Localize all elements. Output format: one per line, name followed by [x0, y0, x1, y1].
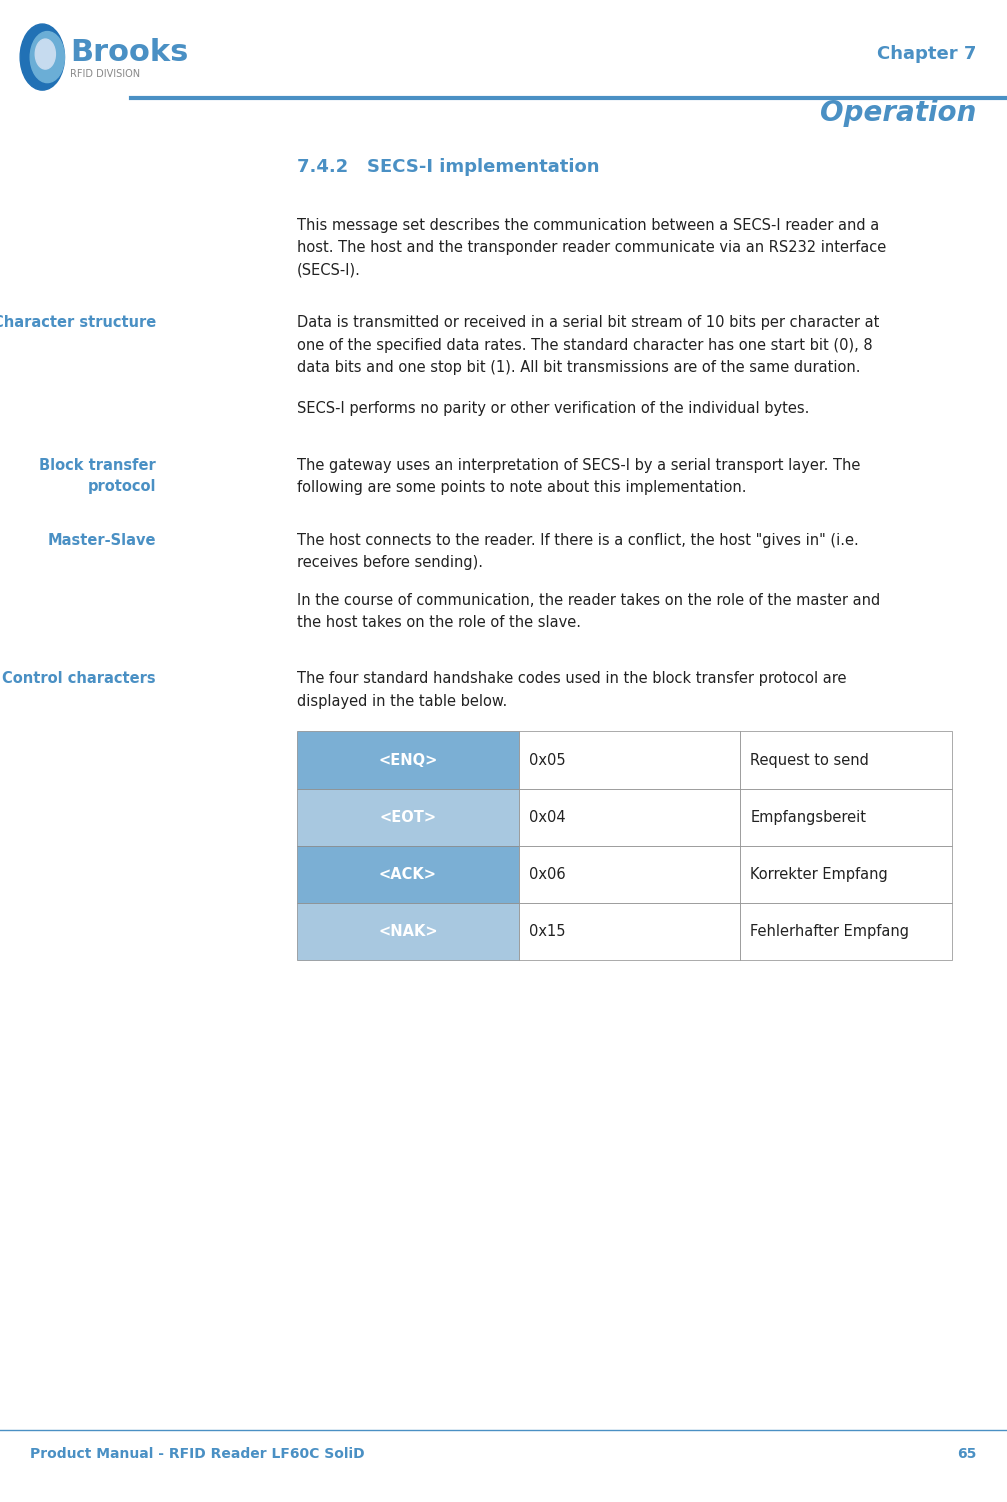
- Text: Operation: Operation: [821, 99, 977, 128]
- Text: Chapter 7: Chapter 7: [877, 45, 977, 63]
- Text: In the course of communication, the reader takes on the role of the master and
t: In the course of communication, the read…: [297, 593, 880, 631]
- Text: Master-Slave: Master-Slave: [47, 533, 156, 548]
- Text: SECS-I performs no parity or other verification of the individual bytes.: SECS-I performs no parity or other verif…: [297, 401, 810, 416]
- FancyBboxPatch shape: [297, 903, 519, 960]
- Text: Empfangsbereit: Empfangsbereit: [750, 810, 866, 825]
- FancyBboxPatch shape: [519, 846, 740, 903]
- Text: Character structure: Character structure: [0, 315, 156, 330]
- FancyBboxPatch shape: [519, 903, 740, 960]
- Text: 0x06: 0x06: [529, 867, 565, 882]
- FancyBboxPatch shape: [740, 789, 952, 846]
- Text: Korrekter Empfang: Korrekter Empfang: [750, 867, 888, 882]
- Text: Data is transmitted or received in a serial bit stream of 10 bits per character : Data is transmitted or received in a ser…: [297, 315, 879, 376]
- FancyBboxPatch shape: [519, 789, 740, 846]
- FancyBboxPatch shape: [740, 731, 952, 789]
- Text: Block transfer
protocol: Block transfer protocol: [39, 458, 156, 494]
- Text: Request to send: Request to send: [750, 753, 869, 768]
- Text: 7.4.2   SECS-I implementation: 7.4.2 SECS-I implementation: [297, 158, 599, 176]
- FancyBboxPatch shape: [740, 846, 952, 903]
- Text: The four standard handshake codes used in the block transfer protocol are
displa: The four standard handshake codes used i…: [297, 671, 847, 709]
- FancyBboxPatch shape: [519, 731, 740, 789]
- Text: Product Manual - RFID Reader LF60C SoliD: Product Manual - RFID Reader LF60C SoliD: [30, 1446, 365, 1461]
- Circle shape: [35, 39, 55, 69]
- Circle shape: [20, 24, 64, 90]
- Text: This message set describes the communication between a SECS-I reader and a
host.: This message set describes the communica…: [297, 218, 886, 278]
- FancyBboxPatch shape: [740, 903, 952, 960]
- FancyBboxPatch shape: [297, 846, 519, 903]
- Text: 65: 65: [958, 1446, 977, 1461]
- Text: 0x04: 0x04: [529, 810, 565, 825]
- Circle shape: [30, 32, 64, 83]
- Text: Fehlerhafter Empfang: Fehlerhafter Empfang: [750, 924, 909, 939]
- Text: <EOT>: <EOT>: [380, 810, 436, 825]
- Text: <ACK>: <ACK>: [379, 867, 437, 882]
- FancyBboxPatch shape: [297, 731, 519, 789]
- Text: <NAK>: <NAK>: [378, 924, 438, 939]
- Text: Brooks: Brooks: [70, 38, 189, 68]
- Text: The gateway uses an interpretation of SECS-I by a serial transport layer. The
fo: The gateway uses an interpretation of SE…: [297, 458, 860, 496]
- Text: The host connects to the reader. If there is a conflict, the host "gives in" (i.: The host connects to the reader. If ther…: [297, 533, 859, 571]
- Text: 0x15: 0x15: [529, 924, 565, 939]
- FancyBboxPatch shape: [297, 789, 519, 846]
- Text: RFID DIVISION: RFID DIVISION: [70, 69, 141, 78]
- Text: <ENQ>: <ENQ>: [379, 753, 437, 768]
- Text: Control characters: Control characters: [2, 671, 156, 686]
- Text: 0x05: 0x05: [529, 753, 565, 768]
